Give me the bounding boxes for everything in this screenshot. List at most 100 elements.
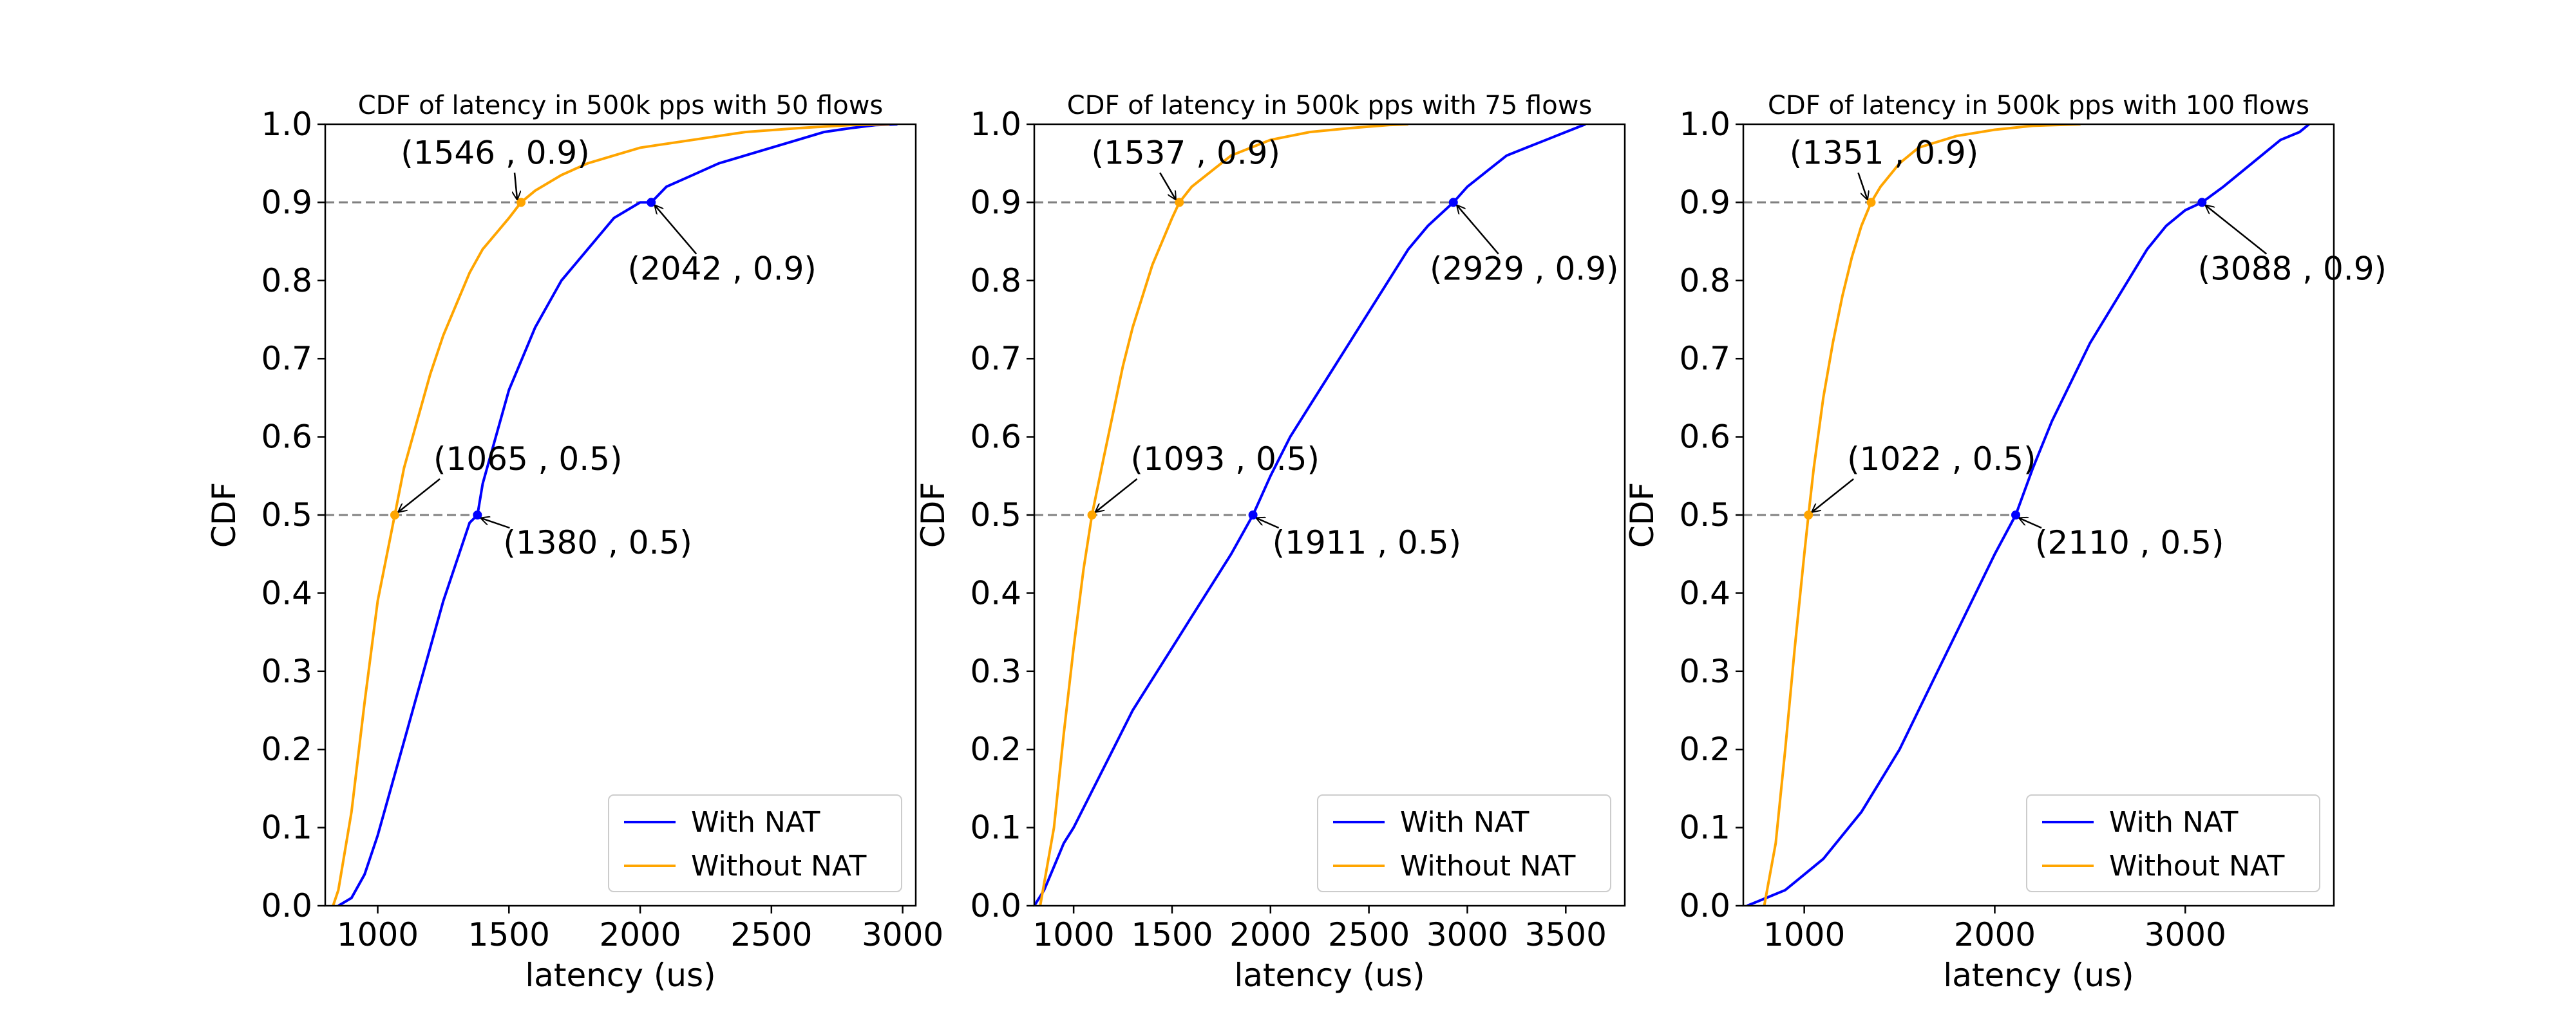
annotation-label: (2042 , 0.9) [627,250,816,287]
x-tick-label: 1000 [1033,916,1115,953]
y-tick-label: 0.1 [970,809,1021,847]
legend-label: With NAT [2109,806,2238,839]
annotation-point [1087,510,1097,520]
annotation-label: (1065 , 0.5) [433,440,622,478]
x-tick-label: 3500 [1525,916,1607,953]
y-tick-label: 0.2 [970,731,1021,768]
annotation-point [647,198,656,207]
y-tick-label: 0.9 [261,183,312,221]
series-line-with-nat [1034,124,1586,906]
annotation-label: (1380 , 0.5) [503,524,692,561]
chart-panel-2: CDF of latency in 500k pps with 75 flows… [914,91,1626,994]
annotation-arrow [1257,518,1280,529]
y-tick-label: 0.8 [261,262,312,299]
annotation-arrow [2020,518,2042,529]
annotation-label: (1546 , 0.9) [401,134,589,171]
series-line-without-nat [332,124,890,906]
annotation-point [2197,198,2207,207]
annotation-point [1804,510,1814,520]
series-line-with-nat [337,124,898,906]
x-tick-label: 2500 [1328,916,1410,953]
annotation-label: (1093 , 0.5) [1131,440,1320,478]
legend-label: Without NAT [1400,850,1576,883]
x-tick-label: 1500 [468,916,550,953]
y-axis-label: CDF [914,482,952,548]
x-tick-label: 3000 [2145,916,2226,953]
annotation-point [1448,198,1458,207]
y-axis-label: CDF [1624,482,1661,548]
x-tick-label: 2000 [1229,916,1311,953]
y-tick-label: 0.4 [970,574,1021,612]
x-tick-label: 3000 [1426,916,1508,953]
y-tick-label: 1.0 [261,106,312,143]
y-tick-label: 0.7 [261,340,312,377]
chart-panel-3: CDF of latency in 500k pps with 100 flow… [1624,91,2387,994]
annotation-label: (1911 , 0.5) [1273,524,1461,561]
series-line-without-nat [1763,124,2081,906]
y-tick-label: 0.7 [1679,340,1730,377]
legend-box [608,794,902,892]
y-tick-label: 0.5 [970,496,1021,534]
x-tick-label: 2500 [730,916,812,953]
x-axis-label: latency (us) [1943,957,2134,994]
y-tick-label: 0.9 [970,183,1021,221]
annotation-label: (1022 , 0.5) [1847,440,2036,478]
x-tick-label: 2000 [599,916,681,953]
y-tick-label: 0.3 [261,653,312,690]
y-tick-label: 0.8 [1679,262,1730,299]
x-axis-label: latency (us) [1234,957,1425,994]
x-axis-label: latency (us) [525,957,715,994]
x-tick-label: 1500 [1131,916,1213,953]
y-axis-label: CDF [205,482,243,548]
series-line-with-nat [1747,124,2310,906]
x-tick-label: 1000 [337,916,419,953]
annotation-point [1175,198,1184,207]
annotation-arrow [1812,478,1854,512]
y-tick-label: 0.2 [261,731,312,768]
annotation-arrow [481,518,510,529]
y-tick-label: 0.4 [1679,574,1730,612]
y-tick-label: 1.0 [1679,106,1730,143]
x-tick-label: 3000 [862,916,943,953]
x-tick-label: 2000 [1954,916,2036,953]
y-tick-label: 0.7 [970,340,1021,377]
y-tick-label: 0.8 [970,262,1021,299]
annotation-arrow [2206,205,2268,255]
y-tick-label: 0.6 [970,418,1021,456]
annotation-label: (2929 , 0.9) [1430,250,1618,287]
y-tick-label: 0.4 [261,574,312,612]
annotation-arrow [399,478,440,512]
annotation-point [473,510,482,520]
series-line-without-nat [1039,124,1408,906]
y-tick-label: 0.0 [261,887,312,924]
annotation-label: (1351 , 0.9) [1790,134,1978,171]
y-tick-label: 0.9 [1679,183,1730,221]
legend-label: With NAT [1400,806,1529,839]
legend-box [1317,794,1611,892]
annotation-arrow [1096,478,1138,512]
annotation-point [1248,510,1258,520]
annotation-arrow [655,205,697,255]
legend-label: With NAT [691,806,820,839]
legend: With NAT Without NAT [2026,794,2320,892]
annotation-point [390,510,400,520]
y-tick-label: 0.3 [1679,653,1730,690]
annotation-point [1866,198,1876,207]
y-tick-label: 0.1 [1679,809,1730,847]
annotation-arrow [515,173,517,199]
legend-label: Without NAT [2109,850,2285,883]
chart-title: CDF of latency in 500k pps with 100 flow… [1768,91,2309,120]
annotation-arrow [1159,172,1175,199]
annotation-arrow [1857,172,1867,199]
chart-title: CDF of latency in 500k pps with 75 flows [1067,91,1593,120]
chart-title: CDF of latency in 500k pps with 50 flows [358,91,884,120]
chart-panel-1: CDF of latency in 500k pps with 50 flows… [205,91,943,994]
y-tick-label: 0.3 [970,653,1021,690]
y-tick-label: 0.0 [970,887,1021,924]
y-tick-label: 0.5 [261,496,312,534]
annotation-label: (2110 , 0.5) [2035,524,2224,561]
annotation-point [2011,510,2021,520]
y-tick-label: 0.1 [261,809,312,847]
y-tick-label: 0.5 [1679,496,1730,534]
